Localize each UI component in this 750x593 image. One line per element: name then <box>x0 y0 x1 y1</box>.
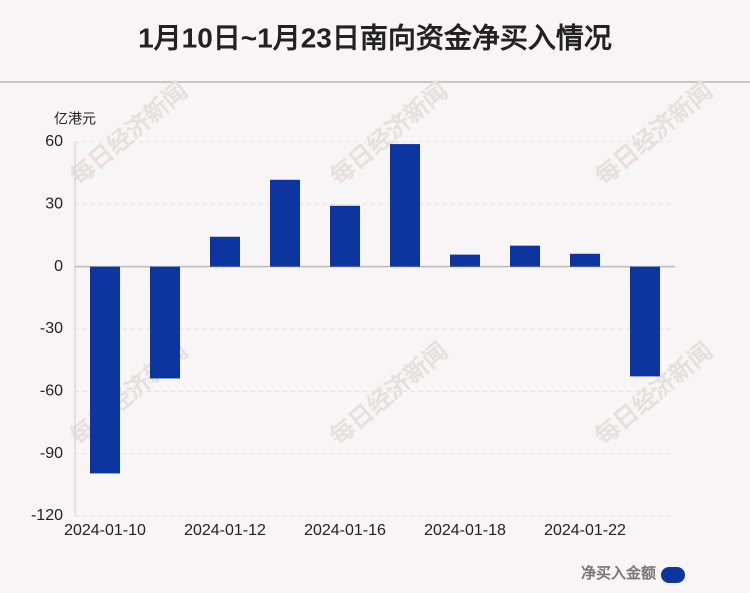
x-tick-label: 2024-01-18 <box>424 522 506 539</box>
y-tick-label: 30 <box>45 196 63 213</box>
chart-title: 1月10日~1月23日南向资金净买入情况 <box>138 21 612 53</box>
legend-label: 净买入金额 <box>581 564 656 582</box>
bar <box>450 254 480 267</box>
x-tick-label: 2024-01-10 <box>64 522 146 539</box>
bar <box>210 236 240 267</box>
x-tick-label: 2024-01-22 <box>544 522 626 539</box>
y-tick-label: -60 <box>40 383 63 400</box>
bar <box>390 144 420 267</box>
bar <box>330 205 360 267</box>
y-tick-label: -120 <box>31 507 63 524</box>
y-tick-label: 0 <box>54 258 63 275</box>
unit-label: 亿港元 <box>54 111 96 127</box>
bar <box>510 245 540 267</box>
y-tick-label: -30 <box>40 320 63 337</box>
bar <box>630 266 660 377</box>
bar <box>570 253 600 267</box>
y-tick-label: 60 <box>45 133 63 150</box>
bar <box>90 266 120 474</box>
y-tick-label: -90 <box>40 445 63 462</box>
bar <box>150 266 180 379</box>
x-tick-label: 2024-01-12 <box>184 522 266 539</box>
bar <box>270 179 300 267</box>
legend-swatch <box>661 567 685 583</box>
x-tick-label: 2024-01-16 <box>304 522 386 539</box>
